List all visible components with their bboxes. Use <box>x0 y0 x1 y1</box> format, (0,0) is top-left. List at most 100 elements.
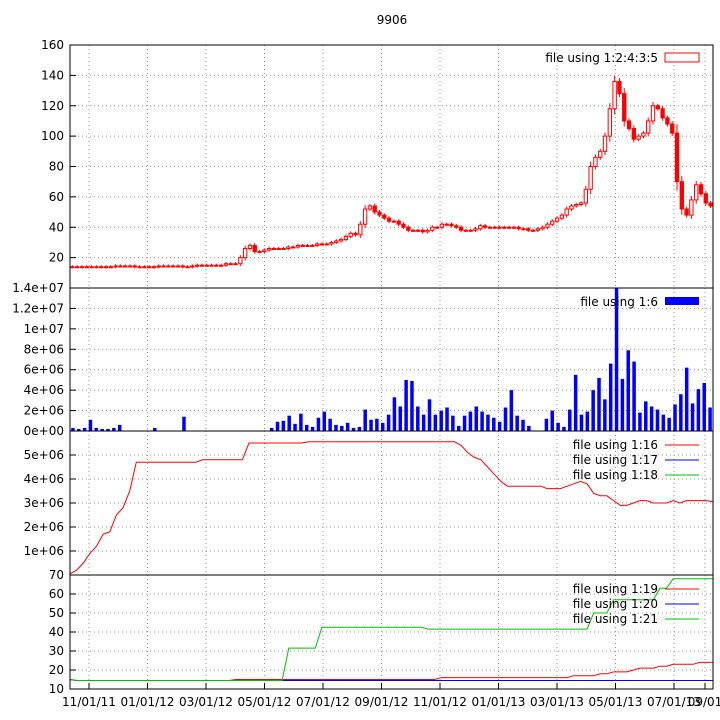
y-tick-label: 30 <box>49 644 64 658</box>
candle-body <box>324 243 329 246</box>
candle-body <box>266 248 272 251</box>
legend-label: file using 1:21 <box>573 612 658 626</box>
volume-bar <box>433 414 438 431</box>
volume-bar <box>527 425 531 431</box>
candle-body <box>194 264 200 267</box>
candle-body <box>550 220 555 225</box>
candle-body <box>382 214 387 219</box>
candle-body <box>156 265 161 268</box>
candle-body <box>391 220 397 223</box>
candle-body <box>535 228 541 231</box>
candle-body <box>449 223 454 227</box>
candle-body <box>660 108 665 119</box>
candle-body <box>75 266 80 269</box>
candle-body <box>305 244 310 247</box>
candle-body <box>300 244 305 247</box>
legend-swatch <box>664 52 700 63</box>
y-tick-label: 5e+06 <box>24 448 64 462</box>
candle-body <box>123 265 128 268</box>
volume-bar <box>117 424 122 431</box>
candle-body <box>636 135 641 140</box>
candle-body <box>506 226 512 229</box>
candle-body <box>151 266 157 269</box>
candle-body <box>175 265 181 268</box>
candle-body <box>415 229 421 232</box>
volume-bar <box>644 401 648 431</box>
candle-body <box>113 265 118 268</box>
candle-body <box>650 105 656 122</box>
candle-body <box>377 211 382 216</box>
panel-0: 20 40 60 80 100 120 140 160 file using 1:2:4:3:5 <box>41 38 714 289</box>
candle-body <box>554 217 560 222</box>
x-tick-label: 01/01/13 <box>472 695 526 709</box>
candle-body <box>521 228 526 231</box>
volume-bar <box>281 420 286 431</box>
volume-bar <box>299 413 303 431</box>
candle-body <box>545 223 550 228</box>
candle-body <box>118 265 123 268</box>
y-tick-label: 1e+07 <box>24 322 64 336</box>
candle-body <box>559 214 565 219</box>
panels-group: 20 40 60 80 100 120 140 160 file using 1:2:4:3:5… <box>12 38 714 696</box>
x-tick-label: 07/01/12 <box>296 695 350 709</box>
y-tick-label: 50 <box>49 606 64 620</box>
y-tick-label: 2e+06 <box>24 404 64 418</box>
candle-body <box>329 241 334 245</box>
volume-bar <box>106 428 110 431</box>
x-tick-label: 05/01/12 <box>238 695 292 709</box>
volume-bar <box>427 399 432 431</box>
legend-label: file using 1:18 <box>573 468 658 482</box>
candle-body <box>540 226 545 230</box>
candle-body <box>262 249 267 253</box>
candle-body <box>238 257 243 265</box>
candle-body <box>396 220 401 225</box>
candle-body <box>242 248 248 259</box>
volume-bar <box>521 419 525 431</box>
x-tick-label: 11/01/12 <box>413 695 467 709</box>
y-tick-label: 10 <box>49 682 64 696</box>
candle-body <box>223 263 229 266</box>
candle-body <box>310 244 315 247</box>
candle-body <box>358 223 363 236</box>
candle-body <box>458 226 464 231</box>
panel-frame <box>69 574 714 690</box>
candle-body <box>252 244 257 253</box>
candle-body <box>694 184 699 201</box>
volume-bar <box>673 404 677 431</box>
candle-body <box>665 117 670 125</box>
volume-bar <box>632 361 636 431</box>
volume-bar <box>310 426 315 431</box>
volume-bar <box>421 414 426 431</box>
candle-body <box>626 120 632 130</box>
candle-body <box>434 226 440 229</box>
y-tick-label: 4e+06 <box>24 472 64 486</box>
volume-bar <box>608 363 613 431</box>
volume-bar <box>497 421 502 431</box>
candle-body <box>583 188 589 204</box>
volume-bar <box>562 426 566 431</box>
candle-body <box>646 120 651 134</box>
candle-body <box>170 265 176 268</box>
candle-body <box>674 132 680 183</box>
candle-body <box>362 208 368 225</box>
candle-body <box>612 80 617 110</box>
candle-body <box>578 202 584 205</box>
volume-bar <box>82 427 87 431</box>
candle-body <box>482 225 488 228</box>
y-tick-label: 1e+06 <box>24 544 64 558</box>
legend-swatch <box>665 297 699 305</box>
volume-bar <box>456 425 461 431</box>
volume-bar <box>573 374 578 431</box>
volume-bar <box>696 389 701 431</box>
candle-body <box>228 263 233 266</box>
chart-title: 9906 <box>377 13 408 27</box>
candle-body <box>233 263 238 266</box>
candle-body <box>564 208 569 216</box>
volume-bar <box>153 427 157 431</box>
y-tick-label: 80 <box>49 160 64 174</box>
candle-body <box>348 232 353 237</box>
candle-body <box>511 226 517 229</box>
candle-body <box>420 229 425 233</box>
candle-body <box>463 229 469 232</box>
